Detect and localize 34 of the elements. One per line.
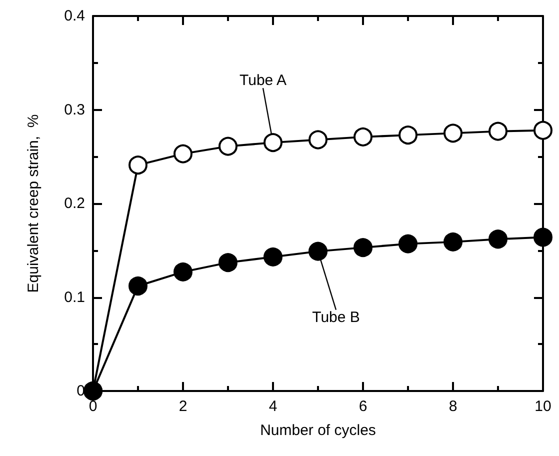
- point: [264, 133, 282, 152]
- point: [398, 126, 418, 145]
- point: [128, 156, 148, 175]
- y-tick-label: 0.3: [64, 101, 85, 118]
- point: [354, 127, 372, 146]
- text: Tube A: [240, 72, 286, 90]
- point: [488, 230, 508, 249]
- y-tick-label: 0.2: [64, 195, 85, 212]
- x-tick-label: 10: [534, 398, 552, 415]
- point: [308, 130, 328, 150]
- x-tick-label: 6: [358, 398, 368, 415]
- point: [444, 124, 462, 143]
- point: [174, 262, 192, 282]
- x-tick-label: 4: [268, 398, 278, 415]
- point: [354, 238, 372, 258]
- x-tick-label: 0: [88, 398, 98, 415]
- point: [534, 120, 552, 140]
- point: [308, 242, 328, 261]
- x-axis-title: Number of cycles: [260, 422, 376, 439]
- point: [264, 247, 282, 266]
- point: [218, 136, 238, 156]
- point: [444, 232, 462, 252]
- point: [398, 234, 418, 254]
- x-tick-label: 2: [178, 398, 188, 415]
- point: [488, 122, 508, 141]
- point: [218, 253, 238, 272]
- text: Tube B: [312, 308, 360, 326]
- y-tick-label: 0.4: [64, 8, 85, 24]
- y-axis-title: Equivalent creep strain, %: [25, 114, 42, 293]
- point: [534, 228, 552, 247]
- x-tick-label: 8: [448, 398, 458, 415]
- point: [174, 144, 192, 164]
- point: [128, 276, 148, 296]
- y-tick-label: 0.1: [64, 288, 85, 306]
